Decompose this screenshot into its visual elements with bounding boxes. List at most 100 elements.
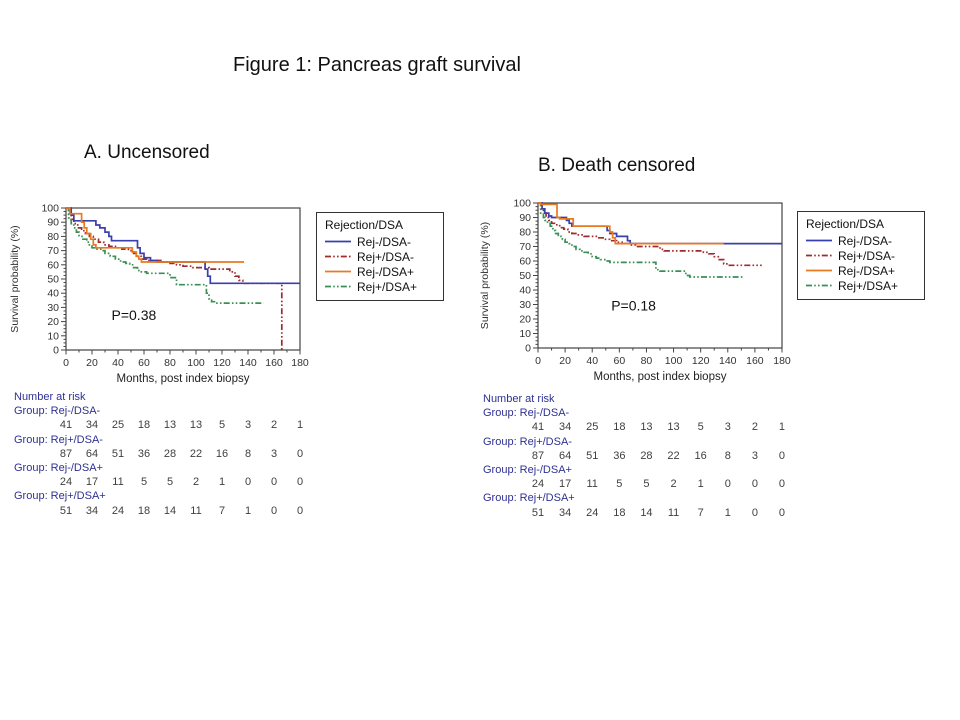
risk-count: 51 (111, 447, 125, 460)
risk-count: 22 (667, 449, 680, 462)
risk-count: 51 (59, 504, 73, 517)
x-tick-label: 0 (63, 357, 69, 369)
series-curve-Rej+/DSA- (538, 202, 762, 267)
risk-count: 24 (531, 478, 545, 491)
y-tick-label: 30 (519, 299, 531, 311)
km-chart-death-censored: 0 10 20 30 40 50 60 70 80 90 100 0 20 40 60 80 100 120 140… (476, 190, 808, 397)
series-curve-Rej-/DSA- (66, 207, 300, 285)
risk-count: 0 (296, 504, 304, 517)
x-tick-label: 20 (86, 357, 98, 369)
km-chart-uncensored: 0 10 20 30 40 50 60 70 80 90 100 0 20 40 60 80 100 120 140… (6, 194, 328, 401)
risk-count: 0 (778, 478, 786, 491)
risk-count: 51 (531, 506, 545, 519)
y-axis-label: Survival probability (%) (479, 222, 491, 329)
risk-count: 5 (616, 478, 623, 491)
risk-count: 5 (643, 478, 650, 491)
risk-count: 0 (724, 478, 731, 491)
risk-count: 22 (189, 447, 203, 460)
km-plot-panel-A: 0 10 20 30 40 50 60 70 80 90 100 0 20 40 60 80 100 120 140… (9, 203, 309, 386)
y-tick-label: 100 (513, 198, 531, 210)
legend-entry: Rej-/DSA+ (806, 263, 916, 278)
risk-group-label: Group: Rej+/DSA+ (483, 492, 575, 505)
risk-count: 24 (111, 504, 125, 517)
risk-count: 5 (218, 419, 226, 432)
legend-entry-label: Rej-/DSA+ (838, 263, 896, 278)
risk-count: 7 (697, 506, 704, 519)
plot-frame (537, 202, 783, 349)
figure-title: Figure 1: Pancreas graft survival (233, 54, 521, 76)
risk-count: 13 (189, 419, 203, 432)
risk-count: 25 (111, 419, 125, 432)
y-tick-label: 80 (47, 231, 59, 243)
y-tick-label: 90 (47, 217, 59, 229)
y-tick-label: 50 (519, 270, 531, 282)
p-value-label: P=0.18 (611, 297, 656, 313)
y-tick-label: 10 (47, 330, 59, 342)
risk-group-label: Group: Rej-/DSA+ (483, 463, 572, 476)
series-curve-Rej+/DSA- (66, 207, 283, 350)
legend-title: Rejection/DSA (806, 217, 885, 231)
number-at-risk-table-uncensored: Number at risk Group: Rej-/DSA- 41 34 25 18 13… (0, 390, 345, 518)
panel-a-heading: A. Uncensored (84, 142, 210, 163)
risk-count: 0 (778, 449, 786, 462)
legend-line-sample-Rej-/DSA- (806, 239, 832, 242)
risk-count: 2 (192, 476, 200, 489)
x-tick-label: 140 (719, 355, 737, 367)
x-tick-label: 60 (138, 357, 150, 369)
legend-death-censored: Rejection/DSA Rej-/DSA- Rej+/DSA- Rej-/DSA+… (797, 211, 925, 300)
y-tick-label: 60 (47, 259, 59, 271)
risk-count: 34 (558, 506, 572, 519)
risk-count: 8 (244, 447, 252, 460)
x-tick-label: 160 (746, 355, 764, 367)
risk-count: 1 (218, 476, 226, 489)
x-tick-label: 20 (559, 355, 571, 367)
risk-count: 5 (140, 476, 148, 489)
x-tick-label: 120 (692, 355, 710, 367)
panel-b-heading: B. Death censored (538, 155, 696, 176)
x-tick-label: 40 (112, 357, 124, 369)
risk-count: 11 (586, 478, 598, 491)
risk-group-label: Group: Rej-/DSA- (483, 407, 570, 420)
risk-count: 1 (724, 506, 731, 519)
risk-count: 87 (531, 449, 545, 462)
risk-count: 13 (640, 421, 653, 434)
risk-count-row: 24 17 11 5 5 2 1 0 0 0 (0, 475, 345, 489)
risk-count: 18 (613, 421, 626, 434)
y-tick-label: 0 (525, 343, 531, 355)
y-tick-label: 20 (47, 316, 59, 328)
legend-line-sample-Rej-/DSA+ (325, 270, 351, 273)
legend-entry: Rej+/DSA- (325, 249, 435, 264)
risk-count: 51 (586, 449, 599, 462)
risk-count-row: 87 64 51 36 28 22 16 8 3 0 (0, 447, 345, 461)
risk-count: 0 (296, 476, 304, 489)
series-curve-Rej+/DSA+ (66, 207, 264, 304)
risk-count: 1 (697, 478, 704, 491)
risk-count: 3 (270, 447, 278, 460)
x-tick-label: 40 (586, 355, 598, 367)
y-tick-label: 30 (47, 302, 59, 314)
x-tick-label: 100 (665, 355, 683, 367)
y-tick-label: 90 (519, 212, 531, 224)
risk-group-label: Group: Rej-/DSA- (14, 405, 101, 418)
risk-count: 16 (215, 447, 229, 460)
risk-count-row: 24 17 11 5 5 2 1 0 0 0 (469, 477, 814, 491)
risk-count: 0 (270, 476, 278, 489)
risk-count: 3 (751, 449, 758, 462)
risk-count: 0 (751, 506, 758, 519)
y-tick-label: 20 (519, 314, 531, 326)
y-tick-label: 80 (519, 227, 531, 239)
risk-count: 34 (85, 504, 99, 517)
risk-count: 5 (166, 476, 174, 489)
risk-count-row: 51 34 24 18 14 11 7 1 0 0 (469, 506, 814, 520)
risk-count: 13 (163, 419, 177, 432)
risk-count: 64 (85, 447, 99, 460)
risk-count: 28 (163, 447, 177, 460)
risk-count: 64 (558, 449, 572, 462)
risk-count: 2 (270, 419, 278, 432)
series-curve-Rej+/DSA+ (538, 202, 744, 278)
legend-entry-label: Rej+/DSA- (838, 248, 896, 263)
y-tick-label: 60 (519, 256, 531, 268)
legend-line-sample-Rej-/DSA+ (806, 269, 832, 272)
y-tick-label: 0 (53, 345, 59, 357)
